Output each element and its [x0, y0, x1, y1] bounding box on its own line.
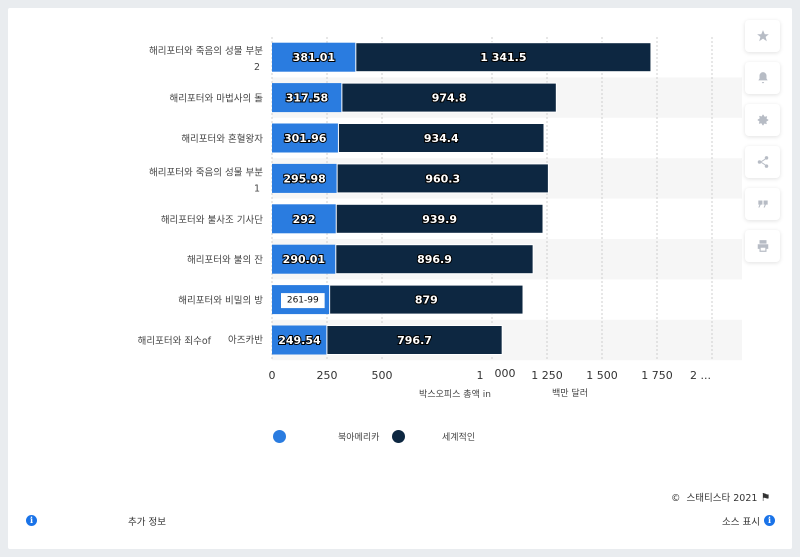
value-label-north-america: 292 [293, 213, 316, 226]
copyright-text[interactable]: © 스태티스타 2021 ⚑ [671, 490, 770, 504]
value-label-north-america: 249.54 [278, 334, 321, 347]
x-axis-title: 박스오피스 총액 in [419, 388, 491, 400]
copyright-icon: © [671, 493, 681, 504]
bell-icon [757, 72, 768, 84]
print-button[interactable] [745, 230, 780, 262]
settings-button[interactable] [745, 104, 780, 136]
value-label-north-america: 261-99 [287, 296, 319, 306]
flag-icon: ⚑ [760, 491, 771, 504]
value-label-north-america: 317.58 [286, 92, 328, 105]
category-label: 해리포터와 죄수of [138, 335, 212, 347]
legend-marker-worldwide[interactable] [392, 430, 405, 443]
bar-north-america [272, 123, 339, 153]
bar-worldwide [335, 203, 544, 234]
show-source-link[interactable]: 소스 표시 [722, 514, 760, 528]
bar-north-america [272, 325, 327, 355]
value-label-worldwide: 939.9 [422, 213, 457, 226]
category-label: 해리포터와 불의 잔 [187, 254, 263, 266]
value-label-worldwide: 974.8 [432, 92, 467, 105]
bar-north-america [272, 83, 342, 113]
value-label-north-america: 290.01 [283, 253, 325, 266]
share-icon [757, 156, 768, 168]
x-tick-label: 1 750 [641, 369, 673, 382]
bar-worldwide [337, 123, 545, 153]
print-icon [757, 240, 768, 252]
x-tick-label: 1 500 [586, 369, 618, 382]
bar-worldwide [329, 284, 524, 315]
x-tick-label: 250 [317, 369, 338, 382]
legend-label-north-america: 북아메리카 [338, 433, 380, 443]
category-label: 해리포터와 마법사의 돌 [170, 93, 264, 105]
category-label-cont: 1 [254, 183, 260, 194]
copyright-label: 스태티스타 2021 [686, 493, 758, 504]
value-label-worldwide: 896.9 [417, 253, 452, 266]
value-label-worldwide: 960.3 [425, 172, 460, 185]
info-icon[interactable]: i [26, 515, 37, 526]
category-label: 해리포터와 혼혈왕자 [181, 133, 263, 145]
favorite-button[interactable] [745, 20, 780, 52]
value-label-worldwide: 1 341.5 [480, 51, 526, 64]
notification-button[interactable] [745, 62, 780, 94]
star-icon [756, 30, 769, 42]
value-label-worldwide: 796.7 [397, 334, 432, 347]
legend: 북아메리카 세계적인 [268, 428, 528, 444]
bar-worldwide [335, 244, 534, 275]
x-tick-label: 500 [372, 369, 393, 382]
cite-button[interactable] [745, 188, 780, 220]
gear-icon [757, 114, 768, 126]
x-tick-label-extra: 000 [495, 367, 516, 380]
category-label: 해리포터와 죽음의 성물 부분 [149, 45, 263, 57]
value-label-north-america: 295.98 [283, 172, 325, 185]
label-box [281, 293, 325, 309]
legend-label-worldwide: 세계적인 [442, 433, 476, 443]
legend-marker-north-america[interactable] [273, 430, 286, 443]
share-button[interactable] [745, 146, 780, 178]
show-source-label: 소스 표시 [722, 517, 760, 528]
category-label-cont: 2 [254, 62, 260, 73]
more-info-link[interactable]: 추가 정보 [128, 517, 166, 528]
category-label: 해리포터와 비밀의 방 [178, 295, 263, 307]
bar-north-america [272, 163, 338, 193]
x-tick-label: 2 ... [690, 369, 711, 382]
category-label: 해리포터와 불사조 기사단 [161, 214, 263, 226]
category-label: 해리포터와 죽음의 성물 부분 [149, 166, 263, 178]
bar-north-america [272, 42, 356, 72]
bar-north-america [272, 244, 336, 274]
bar-worldwide [355, 42, 652, 73]
x-tick-label: 1 [477, 369, 484, 382]
value-label-worldwide: 879 [415, 294, 438, 307]
bar-worldwide [326, 325, 503, 355]
source-info-icon[interactable]: i [764, 515, 775, 526]
x-axis-title-cont: 백만 달러 [552, 387, 588, 399]
bar-north-america [272, 204, 337, 234]
bar-worldwide [341, 82, 557, 113]
value-label-north-america: 301.96 [284, 132, 327, 145]
value-label-north-america: 381.01 [293, 51, 335, 64]
bar-worldwide [336, 163, 549, 194]
x-tick-label: 0 [269, 369, 276, 382]
x-tick-label: 1 250 [531, 369, 563, 382]
value-label-worldwide: 934.4 [424, 132, 459, 145]
quote-icon [757, 200, 768, 208]
category-label-cont: 아즈카반 [228, 335, 263, 346]
